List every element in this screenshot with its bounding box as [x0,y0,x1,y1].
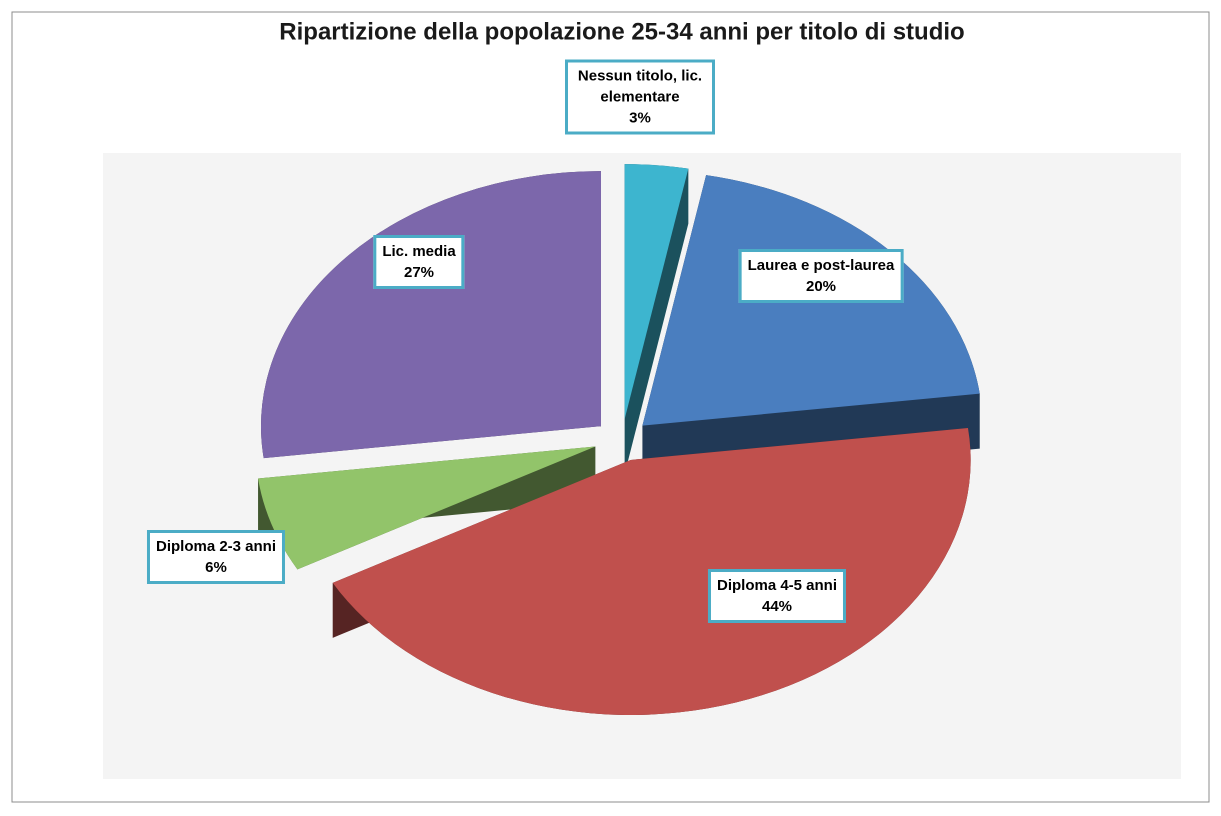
slice [258,446,596,570]
slice [624,164,689,420]
data-label: Nessun titolo, lic. elementare 3% [565,59,715,135]
label-value: 3% [629,109,651,127]
label-value: 44% [761,598,793,615]
label-category: Diploma 2-3 anni [155,538,277,555]
chart-title: Ripartizione della popolazione 25-34 ann… [279,18,964,45]
slice [260,171,601,459]
data-label: Lic. media 27% [373,235,465,289]
data-label: Diploma 2-3 anni 6% [146,530,286,584]
label-category: Lic. media [382,243,456,260]
slice [332,428,971,715]
data-label: Diploma 4-5 anni 44% [707,569,847,623]
label-value: 20% [805,278,837,295]
label-category: Nessun titolo, lic. elementare [577,67,703,106]
label-category: Laurea e post-laurea [747,257,895,274]
label-value: 6% [205,559,227,576]
label-value: 27% [403,264,435,281]
label-category: Diploma 4-5 anni [716,577,838,594]
data-label: Laurea e post-laurea 20% [738,249,904,303]
